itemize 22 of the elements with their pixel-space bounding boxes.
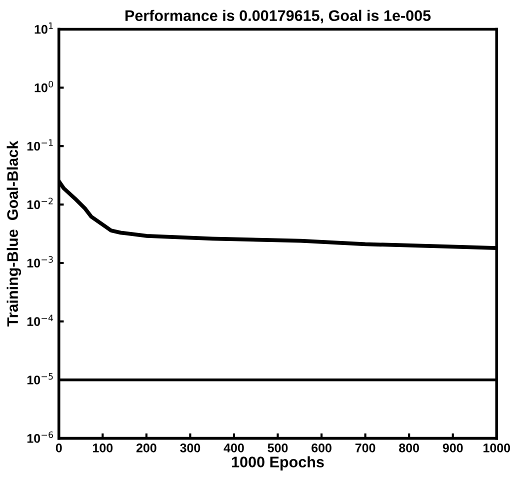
chart-title: Performance is 0.00179615, Goal is 1e-005 bbox=[125, 10, 431, 24]
y-tick-label: 10$^{−3}$ bbox=[27, 256, 53, 268]
x-tick-label: 300 bbox=[180, 443, 200, 452]
y-tick-label: 10$^{1}$ bbox=[34, 22, 53, 34]
x-tick-label: 400 bbox=[224, 443, 244, 452]
x-tick-label: 700 bbox=[355, 443, 376, 452]
x-tick-label: 800 bbox=[399, 443, 420, 452]
x-tick-label: 600 bbox=[312, 443, 332, 452]
y-tick-label: 10$^{−1}$ bbox=[27, 139, 53, 151]
x-axis-title: 1000 Epochs bbox=[232, 456, 324, 470]
x-tick-label: 0 bbox=[56, 443, 62, 452]
y-tick-label: 10$^{−4}$ bbox=[27, 314, 54, 326]
y-tick-label: 10$^{−2}$ bbox=[27, 198, 53, 210]
x-tick-label: 1000 bbox=[484, 443, 510, 452]
y-tick-label: 10$^{0}$ bbox=[34, 80, 54, 92]
x-tick-label: 200 bbox=[136, 443, 156, 452]
y-axis-title: Training-Blue Goal-Black bbox=[6, 140, 22, 327]
y-tick-label: 10$^{−5}$ bbox=[27, 373, 53, 384]
x-tick-label: 500 bbox=[268, 443, 288, 452]
y-tick-label: 10$^{−6}$ bbox=[27, 431, 54, 443]
x-tick-label: 900 bbox=[442, 443, 463, 452]
x-tick-label: 100 bbox=[93, 443, 113, 452]
